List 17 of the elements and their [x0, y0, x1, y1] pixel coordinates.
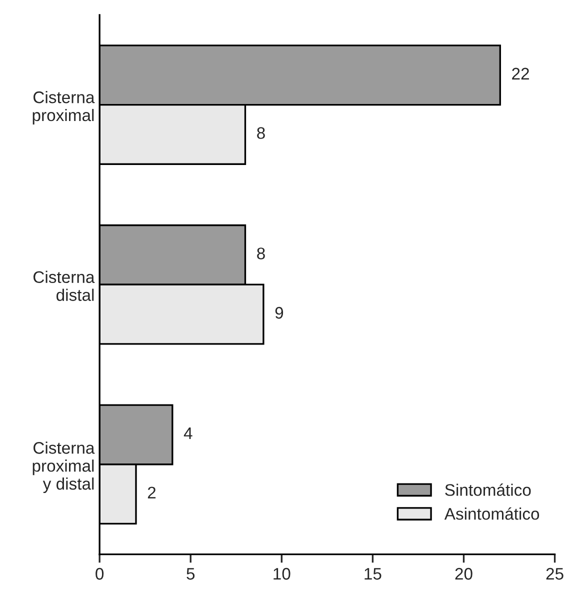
y-tick-label: Cisterna distal: [34, 270, 95, 301]
x-tick-label: 0: [96, 568, 104, 580]
x-tick-label: 20: [455, 568, 472, 580]
data-label: 8: [257, 248, 265, 260]
legend-label: Asintomático: [444, 507, 540, 520]
data-label: 2: [148, 486, 156, 498]
x-tick-label: 15: [364, 568, 382, 580]
x-tick-label: 5: [186, 568, 195, 580]
data-label: 8: [257, 127, 265, 139]
data-label: 4: [184, 428, 192, 440]
data-label: 22: [512, 68, 529, 80]
x-tick-label: 25: [546, 568, 564, 580]
x-tick-label: 10: [274, 568, 290, 580]
legend-label: Sintomático: [445, 483, 531, 496]
y-tick-label: Cisterna proximal: [32, 90, 95, 124]
y-tick-label: Cisterna proximal y distal: [32, 442, 95, 494]
data-label: 9: [275, 306, 284, 319]
